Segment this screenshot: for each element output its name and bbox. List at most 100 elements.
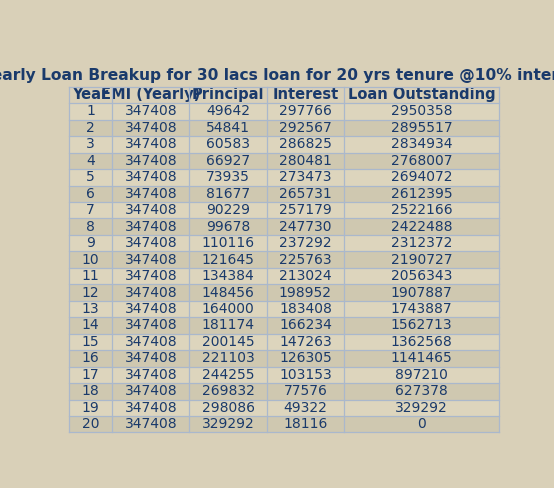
Text: 99678: 99678 bbox=[206, 220, 250, 234]
Text: 1: 1 bbox=[86, 104, 95, 119]
Text: 0: 0 bbox=[417, 417, 425, 431]
Bar bbox=[69, 383, 499, 400]
Bar bbox=[69, 202, 499, 219]
Text: 2768007: 2768007 bbox=[391, 154, 452, 168]
Bar bbox=[69, 153, 499, 169]
Text: 347408: 347408 bbox=[125, 154, 177, 168]
Bar bbox=[69, 400, 499, 416]
Text: 18116: 18116 bbox=[283, 417, 327, 431]
Text: 81677: 81677 bbox=[206, 187, 250, 201]
Bar bbox=[69, 87, 499, 103]
Text: 347408: 347408 bbox=[125, 384, 177, 398]
Text: 221103: 221103 bbox=[202, 351, 254, 366]
Text: Interest: Interest bbox=[272, 87, 338, 102]
Text: 134384: 134384 bbox=[202, 269, 254, 283]
Text: 244255: 244255 bbox=[202, 368, 254, 382]
Text: 60583: 60583 bbox=[206, 137, 250, 151]
Text: 49322: 49322 bbox=[284, 401, 327, 415]
Text: Principal: Principal bbox=[192, 87, 264, 102]
Text: 347408: 347408 bbox=[125, 302, 177, 316]
Text: 347408: 347408 bbox=[125, 220, 177, 234]
Text: 17: 17 bbox=[82, 368, 100, 382]
Text: 2056343: 2056343 bbox=[391, 269, 452, 283]
Text: 4: 4 bbox=[86, 154, 95, 168]
Text: 1907887: 1907887 bbox=[391, 285, 452, 300]
Text: 1362568: 1362568 bbox=[391, 335, 452, 349]
Bar bbox=[69, 185, 499, 202]
Bar bbox=[69, 235, 499, 251]
Text: 9: 9 bbox=[86, 236, 95, 250]
Text: 347408: 347408 bbox=[125, 170, 177, 184]
Bar bbox=[69, 317, 499, 334]
Text: 347408: 347408 bbox=[125, 285, 177, 300]
Bar bbox=[69, 334, 499, 350]
Text: 347408: 347408 bbox=[125, 335, 177, 349]
Bar bbox=[69, 366, 499, 383]
Text: 257179: 257179 bbox=[279, 203, 332, 217]
Bar bbox=[69, 251, 499, 268]
Text: 347408: 347408 bbox=[125, 269, 177, 283]
Text: 7: 7 bbox=[86, 203, 95, 217]
Text: 110116: 110116 bbox=[202, 236, 255, 250]
Text: 2612395: 2612395 bbox=[391, 187, 452, 201]
Text: EMI (Yearly): EMI (Yearly) bbox=[101, 87, 201, 102]
Text: 213024: 213024 bbox=[279, 269, 332, 283]
Text: 183408: 183408 bbox=[279, 302, 332, 316]
Text: 103153: 103153 bbox=[279, 368, 332, 382]
Bar bbox=[69, 120, 499, 136]
Text: 347408: 347408 bbox=[125, 203, 177, 217]
Text: 2834934: 2834934 bbox=[391, 137, 452, 151]
Text: 2: 2 bbox=[86, 121, 95, 135]
Text: 90229: 90229 bbox=[206, 203, 250, 217]
Text: 897210: 897210 bbox=[395, 368, 448, 382]
Text: 269832: 269832 bbox=[202, 384, 254, 398]
Text: 10: 10 bbox=[82, 253, 100, 266]
Text: 181174: 181174 bbox=[202, 319, 255, 332]
Text: 126305: 126305 bbox=[279, 351, 332, 366]
Text: 292567: 292567 bbox=[279, 121, 332, 135]
Bar bbox=[69, 136, 499, 153]
Bar bbox=[69, 268, 499, 285]
Text: 265731: 265731 bbox=[279, 187, 332, 201]
Text: 2190727: 2190727 bbox=[391, 253, 452, 266]
Text: 1562713: 1562713 bbox=[391, 319, 452, 332]
Text: 1743887: 1743887 bbox=[391, 302, 452, 316]
Text: 347408: 347408 bbox=[125, 104, 177, 119]
Text: 347408: 347408 bbox=[125, 187, 177, 201]
Text: 3: 3 bbox=[86, 137, 95, 151]
Text: 13: 13 bbox=[82, 302, 100, 316]
Text: 298086: 298086 bbox=[202, 401, 255, 415]
Text: 286825: 286825 bbox=[279, 137, 332, 151]
Text: 198952: 198952 bbox=[279, 285, 332, 300]
Text: 166234: 166234 bbox=[279, 319, 332, 332]
Text: 20: 20 bbox=[82, 417, 100, 431]
Text: 347408: 347408 bbox=[125, 368, 177, 382]
Bar bbox=[69, 285, 499, 301]
Bar bbox=[69, 416, 499, 432]
Text: 247730: 247730 bbox=[279, 220, 332, 234]
Text: 347408: 347408 bbox=[125, 401, 177, 415]
Bar bbox=[69, 350, 499, 366]
Text: 6: 6 bbox=[86, 187, 95, 201]
Bar bbox=[69, 103, 499, 120]
Text: 11: 11 bbox=[82, 269, 100, 283]
Text: 1141465: 1141465 bbox=[391, 351, 452, 366]
Text: 16: 16 bbox=[82, 351, 100, 366]
Text: 347408: 347408 bbox=[125, 236, 177, 250]
Text: 200145: 200145 bbox=[202, 335, 254, 349]
Text: 280481: 280481 bbox=[279, 154, 332, 168]
Bar bbox=[69, 169, 499, 185]
Text: 329292: 329292 bbox=[395, 401, 448, 415]
Text: 237292: 237292 bbox=[279, 236, 332, 250]
Text: 2895517: 2895517 bbox=[391, 121, 452, 135]
Text: 148456: 148456 bbox=[202, 285, 254, 300]
Text: 73935: 73935 bbox=[206, 170, 250, 184]
Text: 77576: 77576 bbox=[284, 384, 327, 398]
Text: 18: 18 bbox=[82, 384, 100, 398]
Text: 5: 5 bbox=[86, 170, 95, 184]
Text: 49642: 49642 bbox=[206, 104, 250, 119]
Text: Year: Year bbox=[73, 87, 109, 102]
Text: 347408: 347408 bbox=[125, 137, 177, 151]
Text: 347408: 347408 bbox=[125, 121, 177, 135]
Text: 121645: 121645 bbox=[202, 253, 254, 266]
